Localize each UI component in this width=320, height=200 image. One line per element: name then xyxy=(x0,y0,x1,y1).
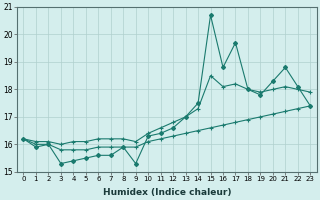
X-axis label: Humidex (Indice chaleur): Humidex (Indice chaleur) xyxy=(103,188,231,197)
